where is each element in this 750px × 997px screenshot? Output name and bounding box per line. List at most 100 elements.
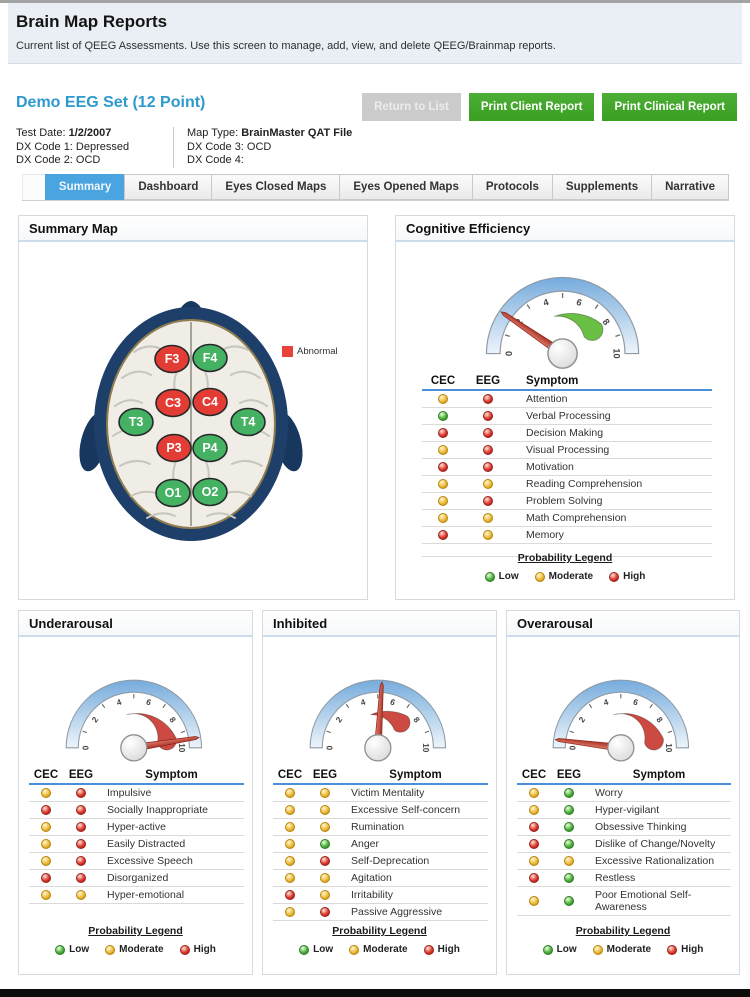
electrode-O1: O1 (155, 478, 191, 508)
eeg-moderate-dot (320, 804, 330, 815)
column-eeg: EEG (556, 768, 582, 781)
symptom-table: CEC EEG Symptom Worry Hyper-vigilant Obsessiv… (517, 769, 731, 916)
svg-text:0: 0 (325, 745, 334, 750)
eeg-moderate-dot (483, 513, 493, 524)
eeg-high-dot (76, 804, 86, 815)
symptom-label: Hyper-active (107, 820, 166, 833)
symptom-label: Poor Emotional Self-Awareness (595, 888, 692, 913)
symptom-label: Excessive Self-concern (351, 803, 461, 816)
column-cec: CEC (277, 768, 303, 781)
electrode-F3: F3 (154, 344, 190, 374)
symptom-label: Excessive Speech (107, 854, 193, 867)
symptom-row: Motivation (422, 459, 712, 477)
cec-moderate-dot (285, 838, 295, 849)
panel-title: Overarousal (507, 611, 739, 637)
symptom-row: Irritability (273, 887, 488, 904)
symptom-row: Passive Aggressive (273, 904, 488, 921)
eeg-high-dot (320, 855, 330, 866)
symptom-row: Hyper-emotional (29, 887, 244, 904)
meta-line-test-date: Test Date: 1/2/2007 (16, 127, 112, 139)
probability-legend-items: Low Moderate High (19, 944, 252, 955)
abnormal-swatch (282, 346, 293, 357)
column-cec: CEC (430, 375, 456, 388)
symptom-label: Hyper-vigilant (595, 803, 660, 816)
electrode-C4: C4 (192, 387, 228, 417)
table-header: CEC EEG Symptom (422, 375, 712, 392)
tab-narrative[interactable]: Narrative (651, 174, 729, 200)
eeg-high-dot (483, 445, 493, 456)
symptom-label: Excessive Rationalization (595, 854, 715, 867)
symptom-row: Poor Emotional Self-Awareness (517, 887, 731, 916)
symptom-table: CEC EEG Symptom Victim Mentality Excessive S… (273, 769, 488, 921)
cec-high-dot (41, 872, 51, 883)
symptom-row: Problem Solving (422, 493, 712, 511)
print-clinical-report-button[interactable]: Print Clinical Report (602, 93, 737, 121)
high-dot (179, 944, 190, 955)
eeg-high-dot (483, 411, 493, 422)
legend-low: Low (299, 944, 333, 955)
svg-text:0: 0 (569, 745, 578, 750)
svg-text:4: 4 (542, 297, 551, 308)
return-to-list-button[interactable]: Return to List (362, 93, 461, 121)
summary-map-title: Summary Map (19, 216, 367, 242)
column-symptom: Symptom (526, 375, 579, 388)
symptom-label: Easily Distracted (107, 837, 186, 850)
page-header: Brain Map Reports Current list of QEEG A… (8, 3, 742, 64)
svg-text:8: 8 (600, 317, 611, 327)
tab-eyes-opened-maps[interactable]: Eyes Opened Maps (339, 174, 473, 200)
svg-text:0: 0 (81, 745, 90, 750)
eeg-moderate-dot (76, 889, 86, 900)
svg-text:8: 8 (654, 715, 664, 724)
symptom-label: Attention (526, 393, 568, 406)
symptom-row: Verbal Processing (422, 408, 712, 426)
symptom-row: Dislike of Change/Novelty (517, 836, 731, 853)
symptom-label: Memory (526, 529, 564, 542)
symptom-row: Victim Mentality (273, 785, 488, 802)
meta-line-dx-code-1: DX Code 1: Depressed (16, 140, 130, 153)
tab-protocols[interactable]: Protocols (471, 174, 553, 200)
electrode-P3: P3 (156, 433, 192, 463)
tab-dashboard[interactable]: Dashboard (124, 174, 213, 200)
high-dot (609, 571, 620, 582)
cec-moderate-dot (438, 394, 448, 405)
probability-legend-title: Probability Legend (575, 925, 671, 937)
panel-title: Underarousal (19, 611, 252, 637)
symptom-label: Dislike of Change/Novelty (595, 837, 716, 850)
moderate-dot (349, 944, 360, 955)
svg-text:4: 4 (115, 697, 123, 707)
meta-line-map-type: Map Type: BrainMaster QAT File (187, 127, 353, 139)
action-buttons: Return to List Print Client Report Print C… (362, 93, 737, 121)
legend-high: High (179, 944, 216, 955)
svg-text:10: 10 (611, 348, 621, 358)
tab-eyes-closed-maps[interactable]: Eyes Closed Maps (211, 174, 341, 200)
tab-supplements[interactable]: Supplements (551, 174, 653, 200)
symptom-label: Problem Solving (526, 495, 603, 508)
abnormal-label: Abnormal (297, 346, 338, 357)
column-eeg: EEG (312, 768, 338, 781)
tab-summary[interactable]: Summary (44, 174, 126, 200)
cec-moderate-dot (529, 787, 539, 798)
print-client-report-button[interactable]: Print Client Report (468, 93, 595, 121)
tab-bar: Summary Dashboard Eyes Closed Maps Eyes Ope… (22, 174, 729, 201)
svg-text:2: 2 (90, 715, 100, 724)
svg-text:10: 10 (664, 743, 673, 753)
legend-moderate: Moderate (349, 944, 408, 955)
column-eeg: EEG (68, 768, 94, 781)
legend-high: High (609, 571, 645, 582)
symptom-label: Rumination (351, 820, 405, 833)
cec-low-dot (438, 411, 448, 422)
column-cec: CEC (33, 768, 59, 781)
low-dot (299, 944, 310, 955)
symptom-row: Memory (422, 527, 712, 545)
cec-moderate-dot (285, 821, 295, 832)
window-bottom-edge (0, 989, 750, 997)
cec-moderate-dot (438, 513, 448, 524)
symptom-label: Reading Comprehension (526, 478, 643, 491)
column-eeg: EEG (475, 375, 501, 388)
cec-moderate-dot (41, 787, 51, 798)
meta-line-dx-code-3: DX Code 3: OCD (187, 140, 272, 153)
probability-legend-items: Low Moderate High (507, 944, 739, 955)
